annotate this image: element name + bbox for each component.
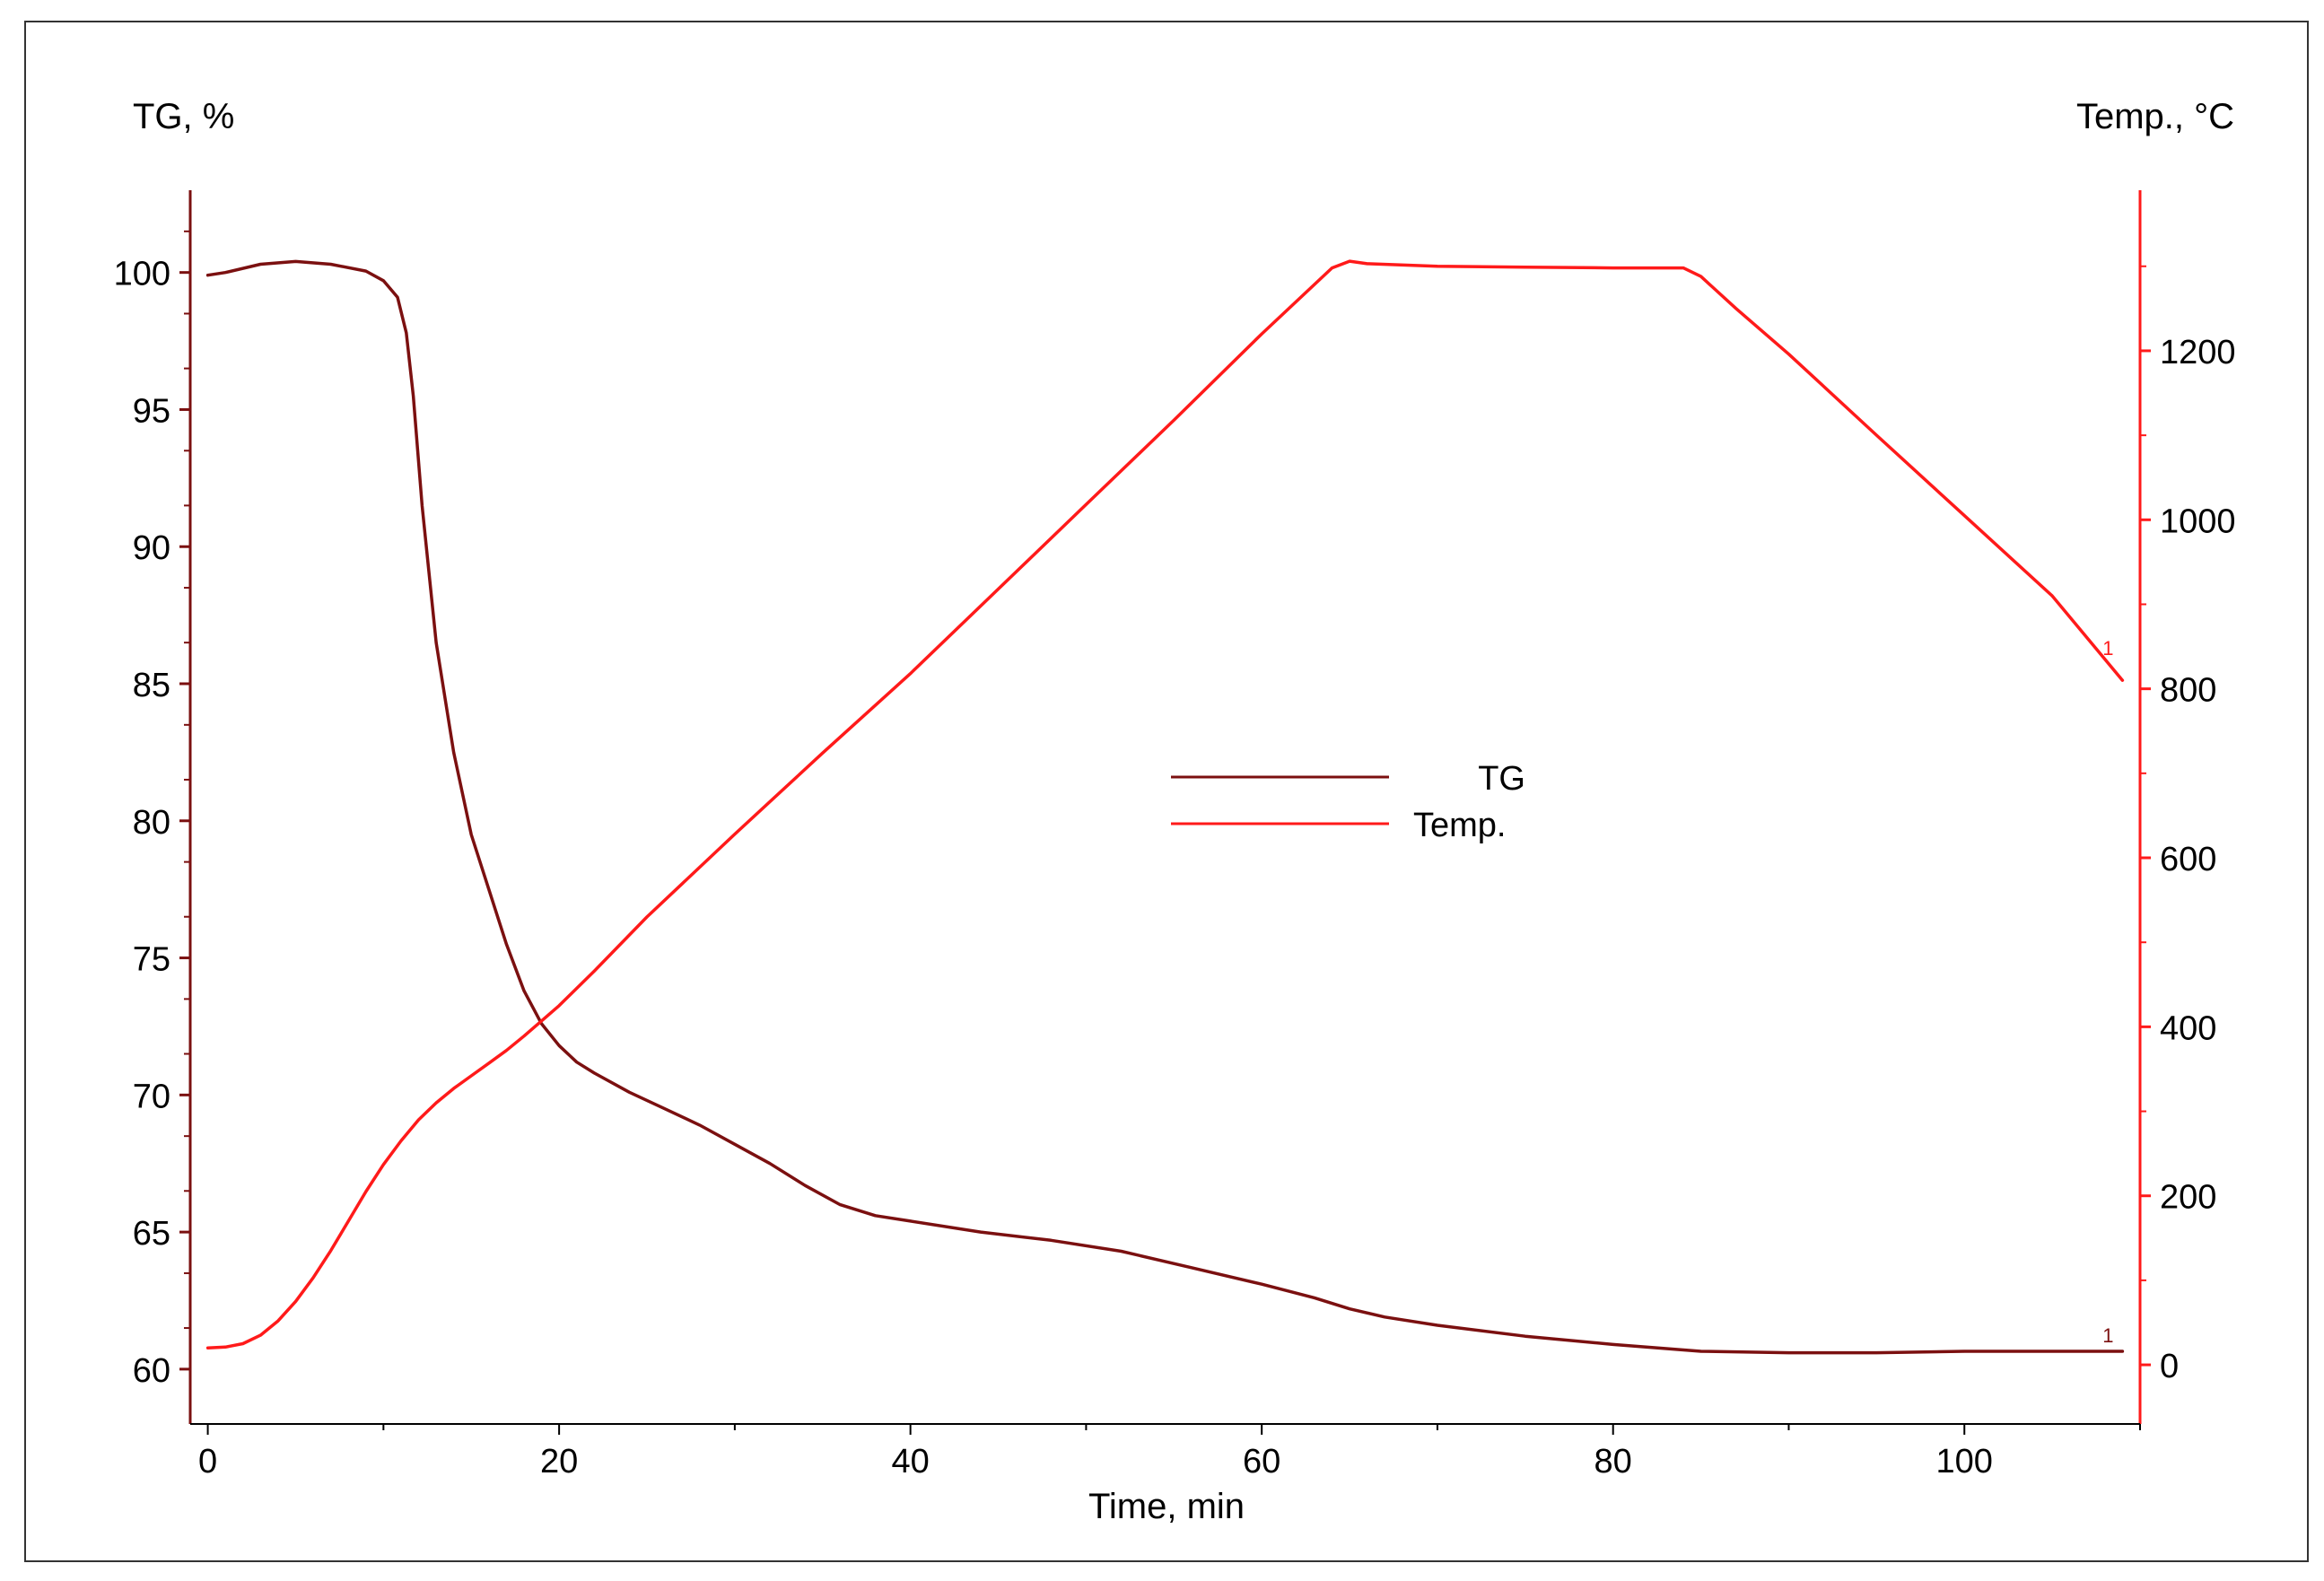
right-y-tick-label: 400 [2160, 1009, 2216, 1047]
left-y-tick-label: 90 [133, 529, 170, 567]
series-lines: 11 [205, 259, 2125, 1355]
left-y-tick-label: 80 [133, 804, 170, 842]
x-tick-label: 60 [1243, 1443, 1280, 1481]
right-axis-title: Temp., °C [2076, 97, 2234, 136]
tg-series-line [205, 259, 2125, 1355]
x-tick-label: 80 [1594, 1443, 1632, 1481]
x-tick-label: 40 [891, 1443, 929, 1481]
legend-tg-label: TG [1478, 760, 1525, 798]
left-y-tick-label: 70 [133, 1078, 170, 1115]
x-tick-label: 20 [540, 1443, 578, 1481]
left-y-tick-label: 100 [114, 256, 170, 293]
temp-series-line [205, 259, 2125, 1350]
left-y-tick-label: 65 [133, 1215, 170, 1253]
right-y-tick-label: 1000 [2160, 502, 2236, 540]
right-y-tick-label: 1200 [2160, 334, 2236, 371]
temp-end-label: 1 [2102, 637, 2113, 659]
x-tick-label: 100 [1936, 1443, 1993, 1481]
left-axis-title: TG, % [133, 97, 234, 136]
right-y-tick-label: 800 [2160, 672, 2216, 710]
right-y-tick-label: 0 [2160, 1348, 2179, 1385]
legend-temp-label: Temp. [1413, 807, 1506, 844]
right-y-tick-label: 600 [2160, 841, 2216, 878]
legend: TG Temp. [1171, 760, 1525, 844]
axes: 6065707580859095100020040060080010001200… [114, 190, 2236, 1481]
outer-border [24, 21, 2309, 1562]
left-y-tick-label: 60 [133, 1352, 170, 1390]
left-y-tick-label: 85 [133, 667, 170, 704]
x-axis-title: Time, min [1088, 1487, 1245, 1526]
tg-end-label: 1 [2102, 1324, 2113, 1347]
left-y-tick-label: 95 [133, 392, 170, 430]
left-y-tick-label: 75 [133, 941, 170, 979]
right-y-tick-label: 200 [2160, 1179, 2216, 1217]
x-tick-label: 0 [198, 1443, 217, 1481]
